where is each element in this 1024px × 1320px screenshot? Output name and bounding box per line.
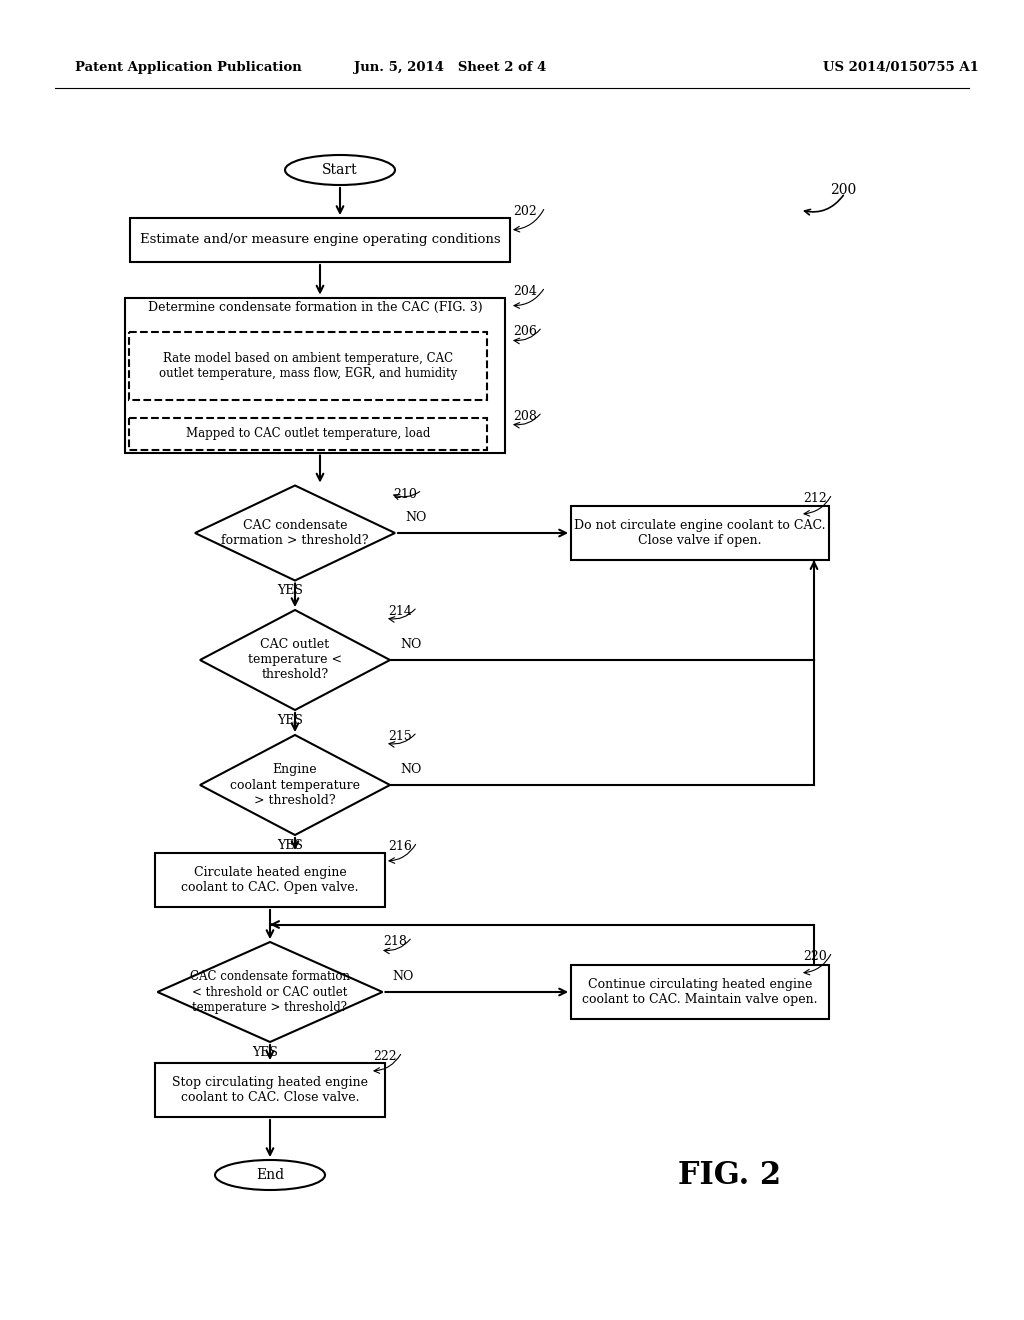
Text: 215: 215: [388, 730, 412, 743]
Bar: [125, 297, 505, 453]
Bar: [155, 853, 385, 907]
Text: CAC condensate
formation > threshold?: CAC condensate formation > threshold?: [221, 519, 369, 546]
Bar: [155, 1063, 385, 1117]
Text: 200: 200: [830, 183, 856, 197]
Text: FIG. 2: FIG. 2: [679, 1159, 781, 1191]
Text: YES: YES: [278, 585, 303, 598]
Text: Start: Start: [323, 162, 357, 177]
Text: 222: 222: [373, 1049, 396, 1063]
Text: 202: 202: [513, 205, 537, 218]
Bar: [129, 333, 487, 400]
Text: Circulate heated engine
coolant to CAC. Open valve.: Circulate heated engine coolant to CAC. …: [181, 866, 358, 894]
Text: CAC condensate formation
< threshold or CAC outlet
temperature > threshold?: CAC condensate formation < threshold or …: [190, 970, 350, 1014]
Text: YES: YES: [252, 1045, 278, 1059]
Text: 218: 218: [383, 935, 407, 948]
Text: Continue circulating heated engine
coolant to CAC. Maintain valve open.: Continue circulating heated engine coola…: [583, 978, 818, 1006]
Text: 208: 208: [513, 411, 537, 422]
Text: Patent Application Publication: Patent Application Publication: [75, 62, 302, 74]
Text: Estimate and/or measure engine operating conditions: Estimate and/or measure engine operating…: [139, 234, 501, 247]
Text: 206: 206: [513, 325, 537, 338]
Bar: [130, 218, 510, 261]
Text: CAC outlet
temperature <
threshold?: CAC outlet temperature < threshold?: [248, 639, 342, 681]
Text: End: End: [256, 1168, 284, 1181]
Text: US 2014/0150755 A1: US 2014/0150755 A1: [823, 62, 979, 74]
Text: 220: 220: [803, 950, 826, 964]
Text: 214: 214: [388, 605, 412, 618]
Text: NO: NO: [392, 970, 414, 983]
Text: 210: 210: [393, 488, 417, 502]
Text: NO: NO: [400, 638, 421, 651]
Text: Jun. 5, 2014   Sheet 2 of 4: Jun. 5, 2014 Sheet 2 of 4: [354, 62, 547, 74]
Bar: [571, 506, 829, 560]
Text: YES: YES: [278, 714, 303, 727]
Text: Determine condensate formation in the CAC (FIG. 3): Determine condensate formation in the CA…: [147, 301, 482, 314]
Bar: [571, 965, 829, 1019]
Text: Engine
coolant temperature
> threshold?: Engine coolant temperature > threshold?: [230, 763, 360, 807]
Text: Mapped to CAC outlet temperature, load: Mapped to CAC outlet temperature, load: [185, 428, 430, 441]
Text: 204: 204: [513, 285, 537, 298]
Bar: [129, 418, 487, 450]
Text: NO: NO: [406, 511, 426, 524]
Text: Stop circulating heated engine
coolant to CAC. Close valve.: Stop circulating heated engine coolant t…: [172, 1076, 368, 1104]
Text: Rate model based on ambient temperature, CAC
outlet temperature, mass flow, EGR,: Rate model based on ambient temperature,…: [159, 352, 457, 380]
Text: YES: YES: [278, 840, 303, 851]
Text: NO: NO: [400, 763, 421, 776]
Text: 212: 212: [803, 492, 826, 506]
Text: 216: 216: [388, 840, 412, 853]
Text: Do not circulate engine coolant to CAC.
Close valve if open.: Do not circulate engine coolant to CAC. …: [574, 519, 825, 546]
